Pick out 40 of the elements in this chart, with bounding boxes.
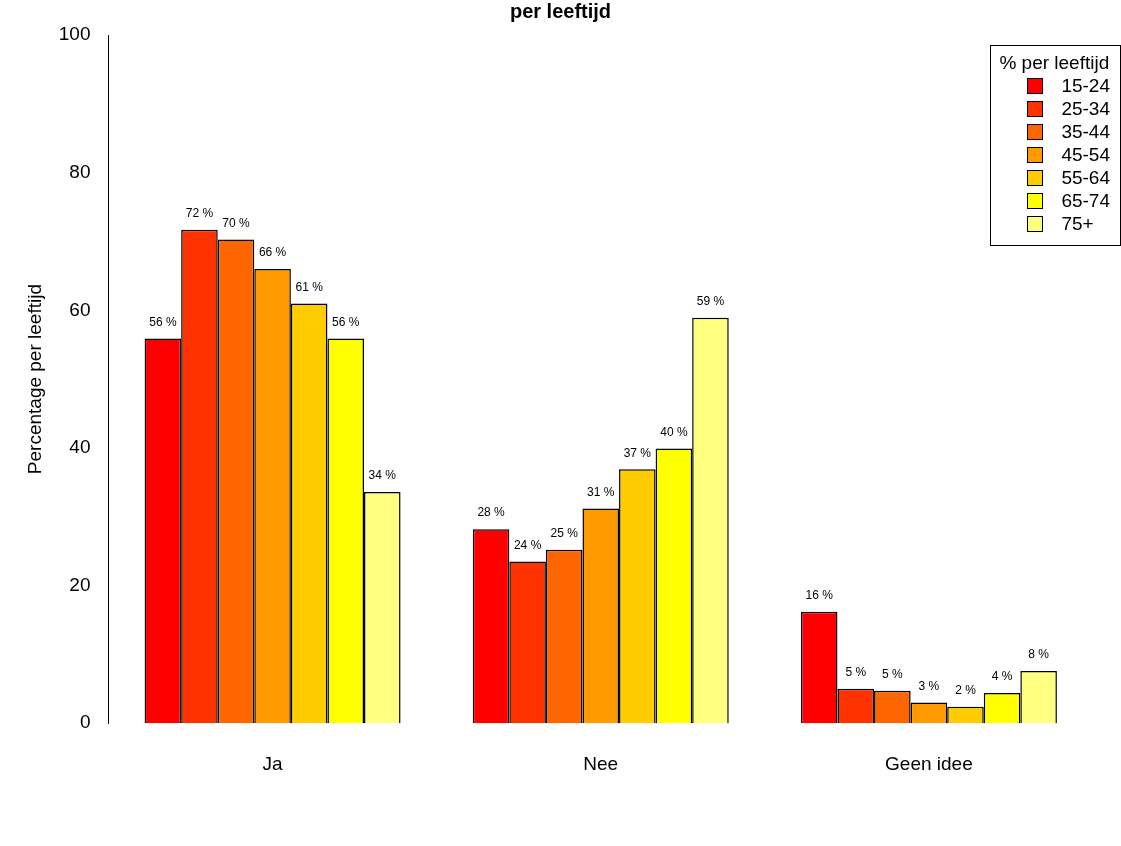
legend-label: 75+	[1061, 212, 1094, 235]
x-tick-label: Geen idee	[885, 752, 973, 774]
legend-label: 25-34	[1061, 97, 1110, 120]
data-label: 25 %	[550, 526, 579, 541]
data-label: 2 %	[955, 683, 977, 697]
data-label: 70 %	[222, 215, 251, 230]
y-tick-label: 0	[79, 711, 91, 733]
data-label: 66 %	[258, 245, 287, 260]
data-label: 40 %	[660, 424, 688, 439]
data-label: 56 %	[332, 314, 360, 329]
y-tick-label: 80	[69, 160, 91, 182]
legend-label: 55-64	[1061, 166, 1110, 189]
legend-label: 15-24	[1061, 74, 1110, 97]
data-label: 16 %	[805, 588, 834, 603]
data-label: 5 %	[845, 665, 867, 680]
data-label: 4 %	[991, 669, 1013, 684]
y-axis-title: Percentage per leeftijd	[23, 284, 45, 475]
data-label: 56 %	[149, 314, 177, 329]
data-label: 31 %	[587, 484, 615, 499]
y-tick-label: 40	[69, 436, 91, 458]
data-label: 28 %	[477, 505, 506, 520]
x-tick-label: Ja	[262, 752, 284, 774]
legend-title: % per leeftijd	[999, 52, 1110, 74]
legend-label: 35-44	[1061, 120, 1110, 143]
data-label: 24 %	[513, 537, 542, 552]
data-label: 34 %	[368, 468, 397, 483]
data-label: 72 %	[185, 206, 214, 221]
y-tick-label: 60	[69, 298, 91, 320]
chart-title: per leeftijd	[508, 0, 613, 23]
x-tick-label: Nee	[583, 752, 619, 774]
legend-label: 45-54	[1061, 143, 1110, 166]
data-label: 8 %	[1028, 647, 1050, 662]
data-label: 37 %	[623, 445, 652, 460]
data-label: 61 %	[295, 279, 324, 294]
y-tick-label: 20	[69, 573, 91, 595]
y-tick-label: 100	[58, 23, 91, 45]
legend-label: 65-74	[1061, 189, 1110, 212]
data-label: 59 %	[696, 294, 725, 309]
data-label: 3 %	[918, 678, 940, 693]
data-label: 5 %	[882, 667, 904, 682]
